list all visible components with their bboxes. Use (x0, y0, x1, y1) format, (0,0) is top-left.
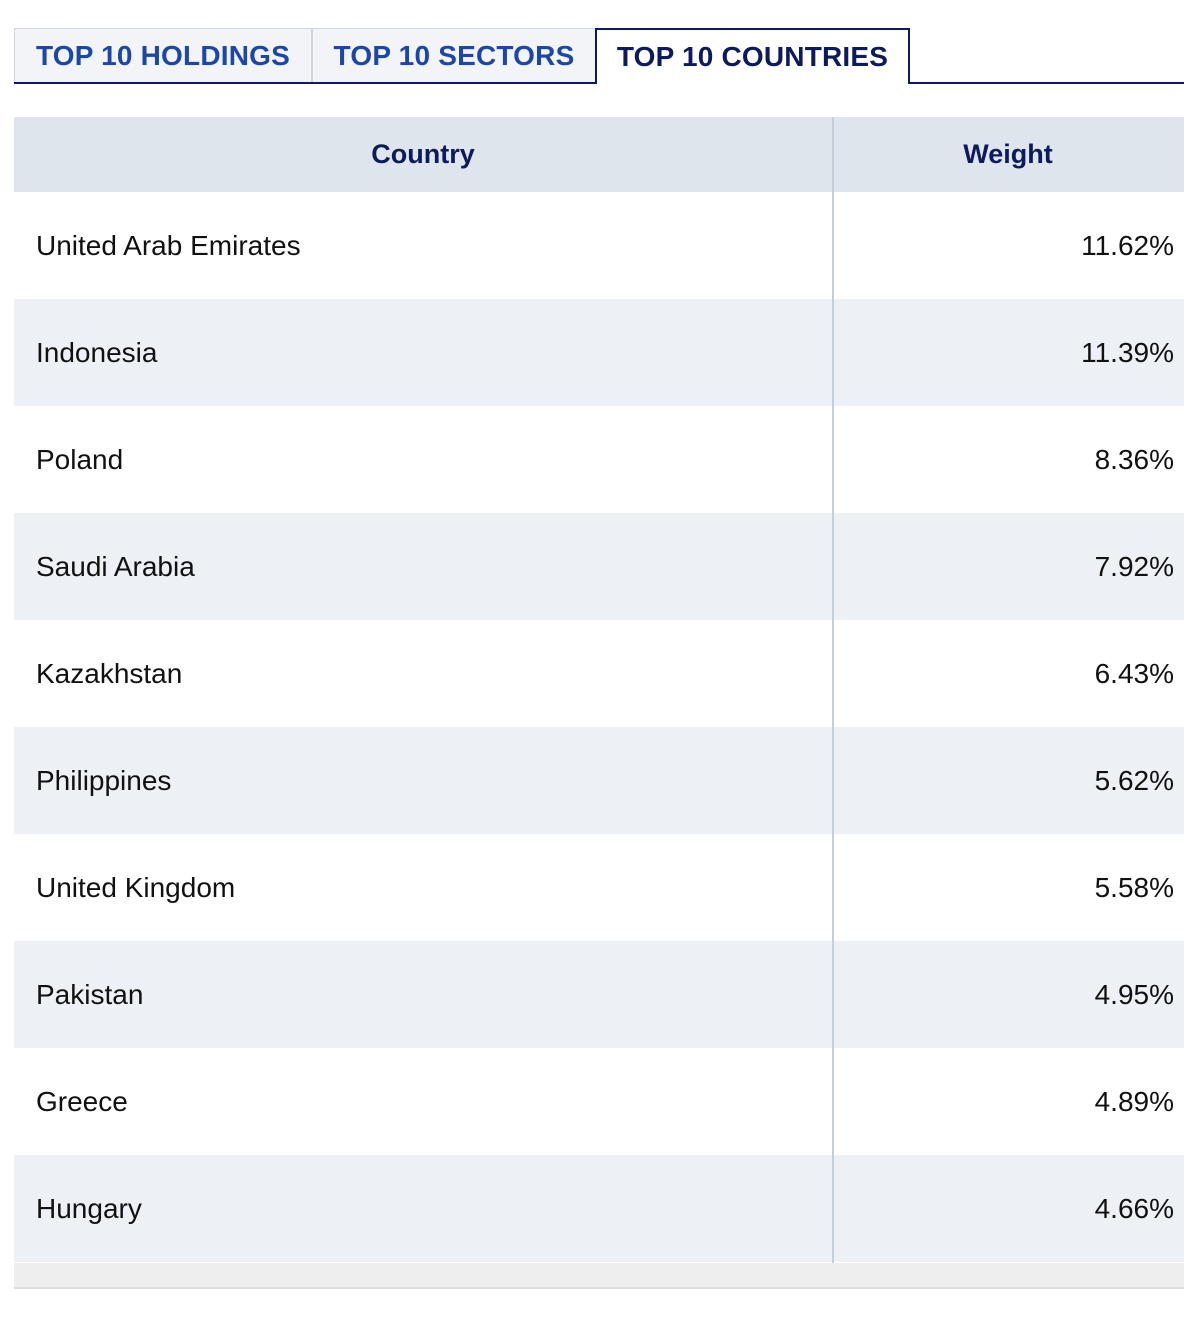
tab-top-10-countries[interactable]: TOP 10 COUNTRIES (595, 28, 910, 84)
country-cell: United Kingdom (36, 871, 236, 903)
weight-cell: 4.95% (1094, 978, 1174, 1010)
column-divider (832, 117, 834, 1263)
table-row: Hungary 4.66% (14, 1155, 1184, 1262)
country-cell: Greece (36, 1085, 128, 1117)
weight-cell: 4.66% (1094, 1192, 1174, 1224)
table-row: Philippines 5.62% (14, 727, 1184, 834)
country-cell: United Arab Emirates (36, 229, 301, 261)
weight-cell: 11.39% (1081, 336, 1174, 368)
weight-cell: 6.43% (1094, 657, 1174, 689)
table-row: United Kingdom 5.58% (14, 834, 1184, 941)
country-cell: Kazakhstan (36, 657, 183, 689)
table-header: Country Weight (14, 117, 1184, 192)
table-row: Pakistan 4.95% (14, 941, 1184, 1048)
weight-cell: 8.36% (1094, 443, 1174, 475)
weight-cell: 4.89% (1094, 1085, 1174, 1117)
country-cell: Hungary (36, 1192, 142, 1224)
country-cell: Poland (36, 443, 124, 475)
table-row: United Arab Emirates 11.62% (14, 192, 1184, 299)
country-column-header[interactable]: Country (371, 139, 475, 169)
country-cell: Indonesia (36, 336, 158, 368)
table-row: Indonesia 11.39% (14, 299, 1184, 406)
table-row: Saudi Arabia 7.92% (14, 513, 1184, 620)
tab-bar: TOP 10 HOLDINGS TOP 10 SECTORS TOP 10 CO… (14, 28, 1184, 84)
weight-column-header[interactable]: Weight (963, 139, 1053, 169)
countries-table: Country Weight United Arab Emirates 11.6… (14, 117, 1184, 1263)
country-cell: Pakistan (36, 978, 144, 1010)
table-footer (14, 1263, 1184, 1289)
country-cell: Saudi Arabia (36, 550, 195, 582)
weight-cell: 5.58% (1094, 871, 1174, 903)
tab-top-10-holdings[interactable]: TOP 10 HOLDINGS (14, 28, 312, 82)
weight-cell: 11.62% (1081, 229, 1174, 261)
weight-cell: 5.62% (1094, 764, 1174, 796)
table-row: Kazakhstan 6.43% (14, 620, 1184, 727)
table-row: Greece 4.89% (14, 1048, 1184, 1155)
country-cell: Philippines (36, 764, 172, 796)
weight-cell: 7.92% (1094, 550, 1174, 582)
tab-top-10-sectors[interactable]: TOP 10 SECTORS (312, 28, 596, 82)
table-row: Poland 8.36% (14, 406, 1184, 513)
